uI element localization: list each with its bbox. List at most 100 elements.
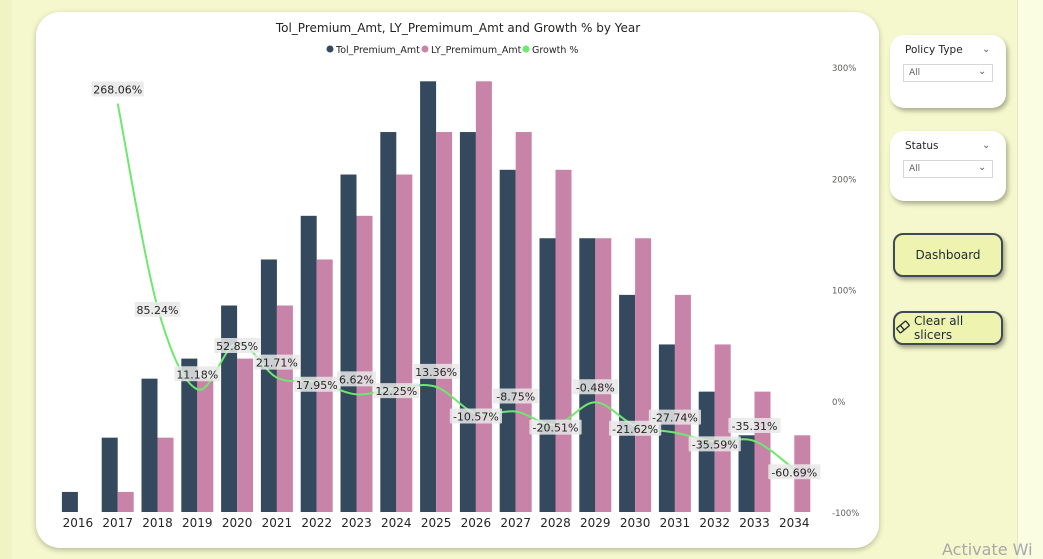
data-label-bg: [529, 419, 582, 435]
tol-premium-bar[interactable]: [420, 81, 437, 513]
data-label-bg: [134, 301, 181, 317]
tol-premium-bar[interactable]: [300, 215, 317, 512]
year-tick: 2027: [500, 516, 531, 530]
policy-type-title: Policy Type: [905, 44, 963, 56]
ly-premium-bar[interactable]: [356, 215, 373, 512]
tol-premium-bar[interactable]: [340, 174, 357, 512]
year-tick: 2019: [182, 516, 213, 530]
status-value: All: [909, 164, 921, 174]
ly-premium-bar[interactable]: [754, 391, 771, 512]
chevron-down-icon: ⌄: [978, 66, 987, 77]
tol-premium-bar[interactable]: [221, 305, 238, 513]
growth-axis-tick: 100%: [832, 287, 856, 297]
growth-data-label: 268.06%: [93, 84, 142, 97]
data-label-bg: [174, 366, 221, 382]
data-label-bg: [768, 464, 821, 480]
year-tick: 2026: [461, 516, 492, 530]
tol-premium-bar[interactable]: [738, 435, 755, 512]
legend-item: LY_Premimum_Amt: [431, 45, 522, 56]
tol-premium-bar[interactable]: [141, 378, 158, 512]
ly-premium-bar[interactable]: [515, 132, 532, 512]
ly-premium-bar[interactable]: [197, 378, 214, 512]
year-tick: 2024: [381, 516, 412, 530]
tol-premium-bar[interactable]: [579, 238, 596, 513]
tol-premium-bar[interactable]: [101, 437, 118, 512]
chevron-down-icon[interactable]: ⌄: [982, 44, 991, 55]
right-border-strip: [1017, 0, 1043, 559]
ly-premium-bar[interactable]: [276, 305, 293, 513]
year-axis: 2016 2017 2018 2019 2020 2021 2022 2023 2024 2025…: [63, 516, 810, 530]
ly-premium-bar[interactable]: [674, 294, 691, 512]
tol-premium-bar[interactable]: [539, 238, 556, 513]
year-tick: 2033: [739, 516, 770, 530]
tol-premium-bar[interactable]: [459, 132, 476, 512]
status-dropdown[interactable]: All ⌄: [903, 160, 993, 178]
year-tick: 2016: [63, 516, 94, 530]
data-label-bg: [572, 379, 619, 395]
year-tick: 2021: [262, 516, 293, 530]
ly-premium-bar[interactable]: [117, 491, 134, 512]
year-tick: 2025: [421, 516, 452, 530]
growth-axis: 300% 200% 100% 0% -100%: [832, 64, 859, 519]
ly-premium-bar[interactable]: [475, 81, 492, 513]
policy-type-dropdown[interactable]: All ⌄: [903, 64, 993, 82]
growth-data-label: -35.31%: [732, 420, 778, 433]
policy-type-value: All: [909, 68, 921, 78]
data-label-bg: [449, 408, 502, 424]
year-tick: 2022: [301, 516, 332, 530]
year-tick: 2034: [779, 516, 810, 530]
tol-premium-bar[interactable]: [658, 344, 675, 512]
growth-data-label: -60.69%: [771, 466, 817, 479]
growth-axis-tick: 200%: [832, 175, 856, 185]
ly-premium-bar[interactable]: [157, 437, 174, 512]
year-tick: 2029: [580, 516, 611, 530]
growth-data-label: -8.75%: [496, 390, 535, 403]
tol-premium-bar[interactable]: [499, 169, 516, 513]
ly-premium-bar[interactable]: [555, 169, 572, 513]
tol-premium-bar[interactable]: [260, 259, 277, 512]
tol-premium-bar[interactable]: [380, 132, 397, 512]
ly-premium-bar[interactable]: [237, 358, 254, 512]
growth-axis-tick: 300%: [832, 64, 856, 74]
growth-data-label: 6.62%: [339, 373, 374, 386]
tol-premium-bar[interactable]: [619, 294, 636, 512]
growth-data-label: 17.95%: [296, 379, 338, 392]
tol-premium-bar[interactable]: [181, 358, 198, 512]
growth-axis-tick: -100%: [832, 509, 859, 519]
year-tick: 2020: [222, 516, 253, 530]
year-tick: 2018: [142, 516, 173, 530]
dashboard-button-label: Dashboard: [915, 248, 981, 262]
data-label-bg: [373, 383, 420, 399]
ly-premium-bar[interactable]: [396, 174, 413, 512]
year-tick: 2023: [341, 516, 372, 530]
clear-all-slicers-button[interactable]: Clear all slicers: [893, 311, 1003, 345]
left-border-strip: [0, 0, 12, 559]
data-label-bg: [214, 337, 260, 353]
growth-data-label: -35.59%: [692, 438, 738, 451]
year-tick: 2031: [660, 516, 691, 530]
combo-chart: Tol_Premium_Amt, LY_Premimum_Amt and Gro…: [61, 21, 859, 530]
chevron-down-icon[interactable]: ⌄: [982, 140, 991, 151]
growth-data-label: 52.85%: [216, 340, 258, 353]
chart-title: Tol_Premium_Amt, LY_Premimum_Amt and Gro…: [275, 21, 640, 35]
policy-type-slicer[interactable]: Policy Type ⌄ All ⌄: [890, 35, 1006, 108]
data-label-bg: [688, 436, 741, 452]
legend-marker: [326, 45, 334, 53]
tol-premium-bar[interactable]: [698, 391, 715, 512]
growth-data-label: -0.48%: [576, 381, 615, 394]
ly-premium-bar[interactable]: [714, 344, 731, 512]
clear-all-slicers-label: Clear all slicers: [914, 314, 964, 342]
legend-marker: [421, 45, 429, 53]
growth-data-labels: 268.06% 85.24% 11.18% 52.85% 21.71% 17.95% 6.6…: [91, 81, 821, 480]
ly-premium-bar[interactable]: [436, 132, 453, 512]
data-label-bg: [492, 388, 539, 404]
year-tick: 2032: [699, 516, 730, 530]
ly-premium-bar[interactable]: [635, 238, 652, 513]
tol-premium-bar[interactable]: [61, 491, 78, 512]
growth-data-label: -21.62%: [612, 423, 658, 436]
ly-premium-bar[interactable]: [595, 238, 612, 513]
growth-data-label: 11.18%: [176, 368, 218, 381]
status-title: Status: [905, 140, 939, 152]
status-slicer[interactable]: Status ⌄ All ⌄: [890, 131, 1006, 201]
dashboard-button[interactable]: Dashboard: [893, 233, 1003, 277]
